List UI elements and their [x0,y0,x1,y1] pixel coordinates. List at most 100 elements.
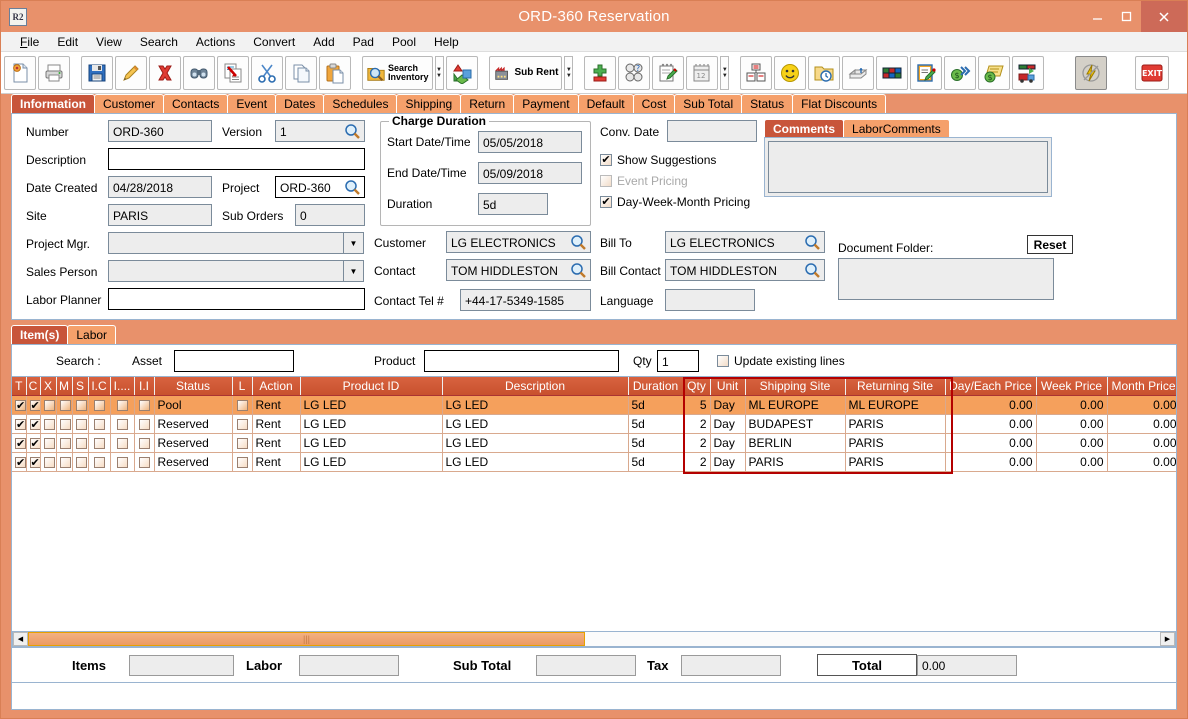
warehouse-icon[interactable] [740,55,773,90]
cell-unit[interactable]: Day [710,433,746,453]
project-mgr-field[interactable] [108,232,344,254]
tab-cost[interactable]: Cost [632,94,676,113]
tab-customer[interactable]: Customer [94,94,165,113]
col-week-price[interactable]: Week Price [1036,377,1108,396]
cell-duration[interactable]: 5d [628,395,684,415]
cell-status[interactable]: Reserved [154,433,233,453]
sub-orders-field[interactable]: 0 [295,204,365,226]
subtab-labor-comments[interactable]: LaborComments [843,119,950,137]
cell-ii[interactable] [134,452,155,472]
menu-add[interactable]: Add [313,34,335,49]
cell-action[interactable]: Rent [252,452,301,472]
cell-c[interactable]: ✔ [26,433,41,453]
cell-qty[interactable]: 2 [683,452,711,472]
document-arrow-icon[interactable] [217,55,249,90]
cell-i[interactable] [110,414,135,434]
cell-ic[interactable] [88,433,111,453]
close-icon[interactable] [1141,1,1187,32]
cell-ic[interactable] [88,395,111,415]
cell-week-price[interactable]: 0.00 [1036,433,1108,453]
col-i[interactable]: I.... [110,377,135,396]
cell-month-price[interactable]: 0.00 [1107,414,1176,434]
product-input[interactable] [424,350,619,372]
cell-week-price[interactable]: 0.00 [1036,395,1108,415]
col-m[interactable]: M [56,377,73,396]
cell-day-each-price[interactable]: 0.00 [945,452,1037,472]
smiley-icon[interactable] [774,55,807,90]
folder-clock-icon[interactable] [808,55,841,90]
cell-c[interactable]: ✔ [26,414,41,434]
start-datetime-field[interactable]: 05/05/2018 [478,131,582,153]
end-datetime-field[interactable]: 05/09/2018 [478,162,582,184]
form-edit-icon[interactable] [910,55,943,90]
cell-week-price[interactable]: 0.00 [1036,414,1108,434]
cell-status[interactable]: Pool [154,395,233,415]
cell-x[interactable] [40,433,57,453]
delete-icon[interactable] [149,55,181,90]
duration-field[interactable]: 5d [478,193,548,215]
keyboard-key-icon[interactable] [842,55,875,90]
asset-input[interactable] [174,350,294,372]
col-shipping-site[interactable]: Shipping Site [745,377,846,396]
transfer-icon[interactable] [445,55,478,90]
menu-help[interactable]: Help [434,34,459,49]
event-pricing-checkbox[interactable]: Event Pricing [600,174,688,188]
cell-description[interactable]: LG LED [442,414,629,434]
contact-tel-field[interactable]: +44-17-5349-1585 [460,289,591,311]
menu-file[interactable]: File [20,34,40,49]
cell-m[interactable] [56,433,73,453]
cell-s[interactable] [72,433,89,453]
contact-search-icon[interactable] [570,262,587,282]
cell-c[interactable]: ✔ [26,452,41,472]
cell-shipping-site[interactable]: ML EUROPE [745,395,846,415]
copy-icon[interactable] [285,55,317,90]
col-day-each-price[interactable]: Day/Each Price [945,377,1037,396]
col-s[interactable]: S [72,377,89,396]
binoculars-icon[interactable] [183,55,215,90]
subtab-comments[interactable]: Comments [764,119,845,137]
project-mgr-combo[interactable]: ▼ [108,232,364,254]
cell-duration[interactable]: 5d [628,452,684,472]
cell-unit[interactable]: Day [710,452,746,472]
cell-product-id[interactable]: LG LED [300,452,443,472]
cell-shipping-site[interactable]: BUDAPEST [745,414,846,434]
col-description[interactable]: Description [442,377,629,396]
cell-month-price[interactable]: 0.00 [1107,452,1176,472]
bill-contact-search-icon[interactable] [804,262,821,282]
scroll-right-icon[interactable]: ▶ [1160,632,1175,646]
col-action[interactable]: Action [252,377,301,396]
cell-month-price[interactable]: 0.00 [1107,395,1176,415]
cell-l[interactable] [232,452,253,472]
bill-contact-field[interactable]: TOM HIDDLESTON [665,259,825,281]
cell-i[interactable] [110,452,135,472]
maximize-icon[interactable] [1112,1,1141,32]
tab-dates[interactable]: Dates [275,94,325,113]
sales-person-combo[interactable]: ▼ [108,260,364,282]
cell-status[interactable]: Reserved [154,414,233,434]
invoice-money-icon[interactable]: $ [978,55,1011,90]
bill-to-field[interactable]: LG ELECTRONICS [665,231,825,253]
conv-date-field[interactable] [667,120,757,142]
cell-action[interactable]: Rent [252,414,301,434]
cell-returning-site[interactable]: PARIS [845,452,946,472]
cell-description[interactable]: LG LED [442,395,629,415]
total-button[interactable]: Total [817,654,917,676]
tab-labor[interactable]: Labor [67,325,117,344]
cell-l[interactable] [232,395,253,415]
tab-sub-total[interactable]: Sub Total [674,94,743,113]
tab-information[interactable]: Information [11,94,95,113]
cell-i[interactable] [110,433,135,453]
cell-t[interactable]: ✔ [12,433,27,453]
tab-return[interactable]: Return [460,94,515,113]
cell-m[interactable] [56,452,73,472]
col-returning-site[interactable]: Returning Site [845,377,946,396]
table-row[interactable]: ✔ ✔ Reserved Rent LG LED LG LED 5d [12,414,1176,434]
menu-convert[interactable]: Convert [253,34,296,49]
col-c[interactable]: C [26,377,41,396]
scroll-thumb[interactable]: ||| [28,632,585,646]
cell-product-id[interactable]: LG LED [300,395,443,415]
col-status[interactable]: Status [154,377,233,396]
money-transfer-icon[interactable]: $ [944,55,977,90]
tab-schedules[interactable]: Schedules [323,94,398,113]
menu-edit[interactable]: Edit [57,34,79,49]
